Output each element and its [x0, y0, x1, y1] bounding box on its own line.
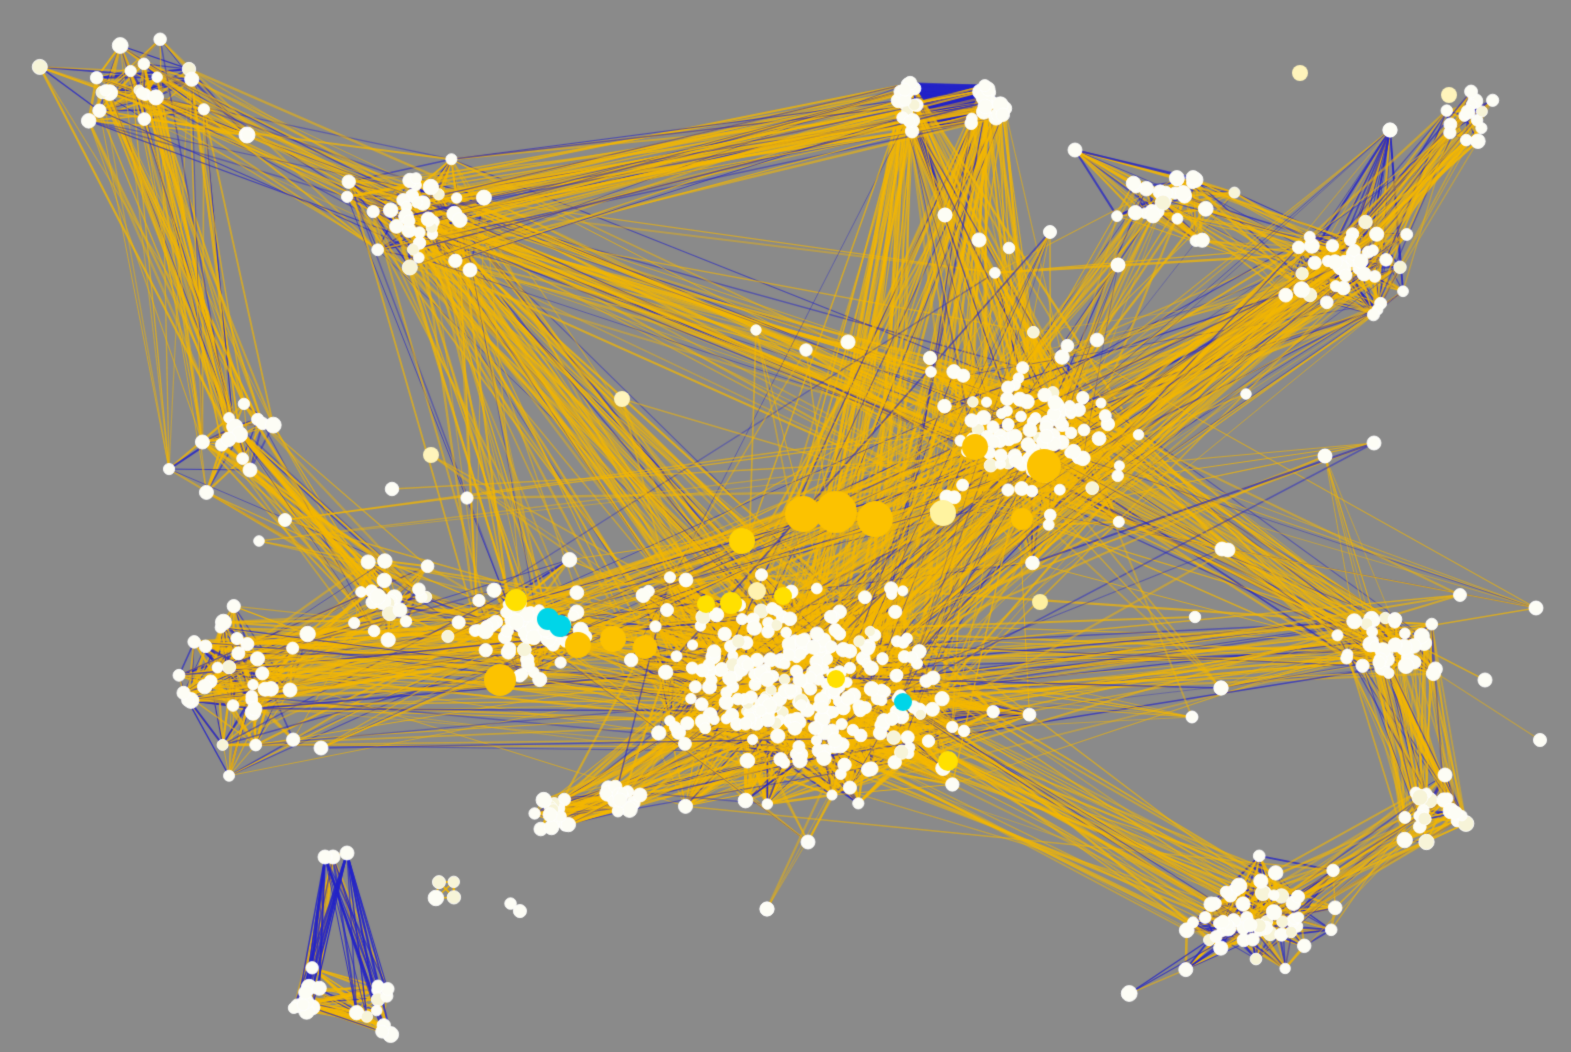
graph-stage[interactable]	[0, 0, 1571, 1052]
network-graph-canvas[interactable]	[0, 0, 1571, 1052]
